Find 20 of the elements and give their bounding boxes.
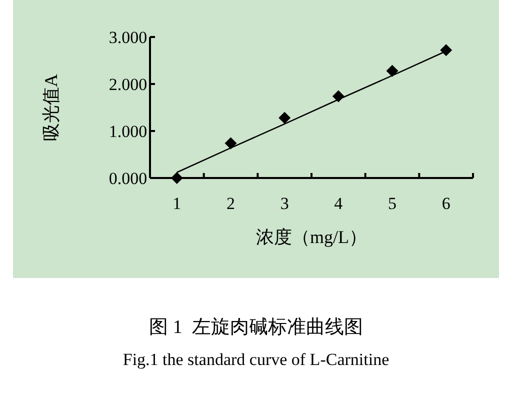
x-tick-label: 6 — [442, 194, 450, 213]
y-tick-label: 2.000 — [108, 75, 148, 94]
x-tick-label: 5 — [388, 194, 396, 213]
x-axis-title: 浓度（mg/L） — [256, 227, 367, 247]
y-axis-title: 吸光值A — [41, 74, 61, 141]
point — [386, 64, 398, 77]
caption: 图 1 左旋肉碱标准曲线图 — [149, 317, 363, 338]
caption: Fig.1 the standard curve of L-Carnitine — [122, 350, 390, 369]
point — [224, 137, 237, 150]
point — [170, 172, 183, 184]
x-tick-label: 1 — [172, 194, 182, 213]
y-tick-label: 3.000 — [108, 28, 148, 47]
x-tick-label: 4 — [334, 194, 344, 213]
y-tick-label: 1.000 — [108, 122, 148, 141]
point — [278, 112, 291, 124]
x-tick-label: 3 — [280, 194, 289, 213]
y-tick-label: 0.000 — [108, 169, 148, 188]
x-tick-label: 2 — [226, 194, 235, 213]
point — [332, 90, 344, 102]
point — [440, 44, 452, 56]
